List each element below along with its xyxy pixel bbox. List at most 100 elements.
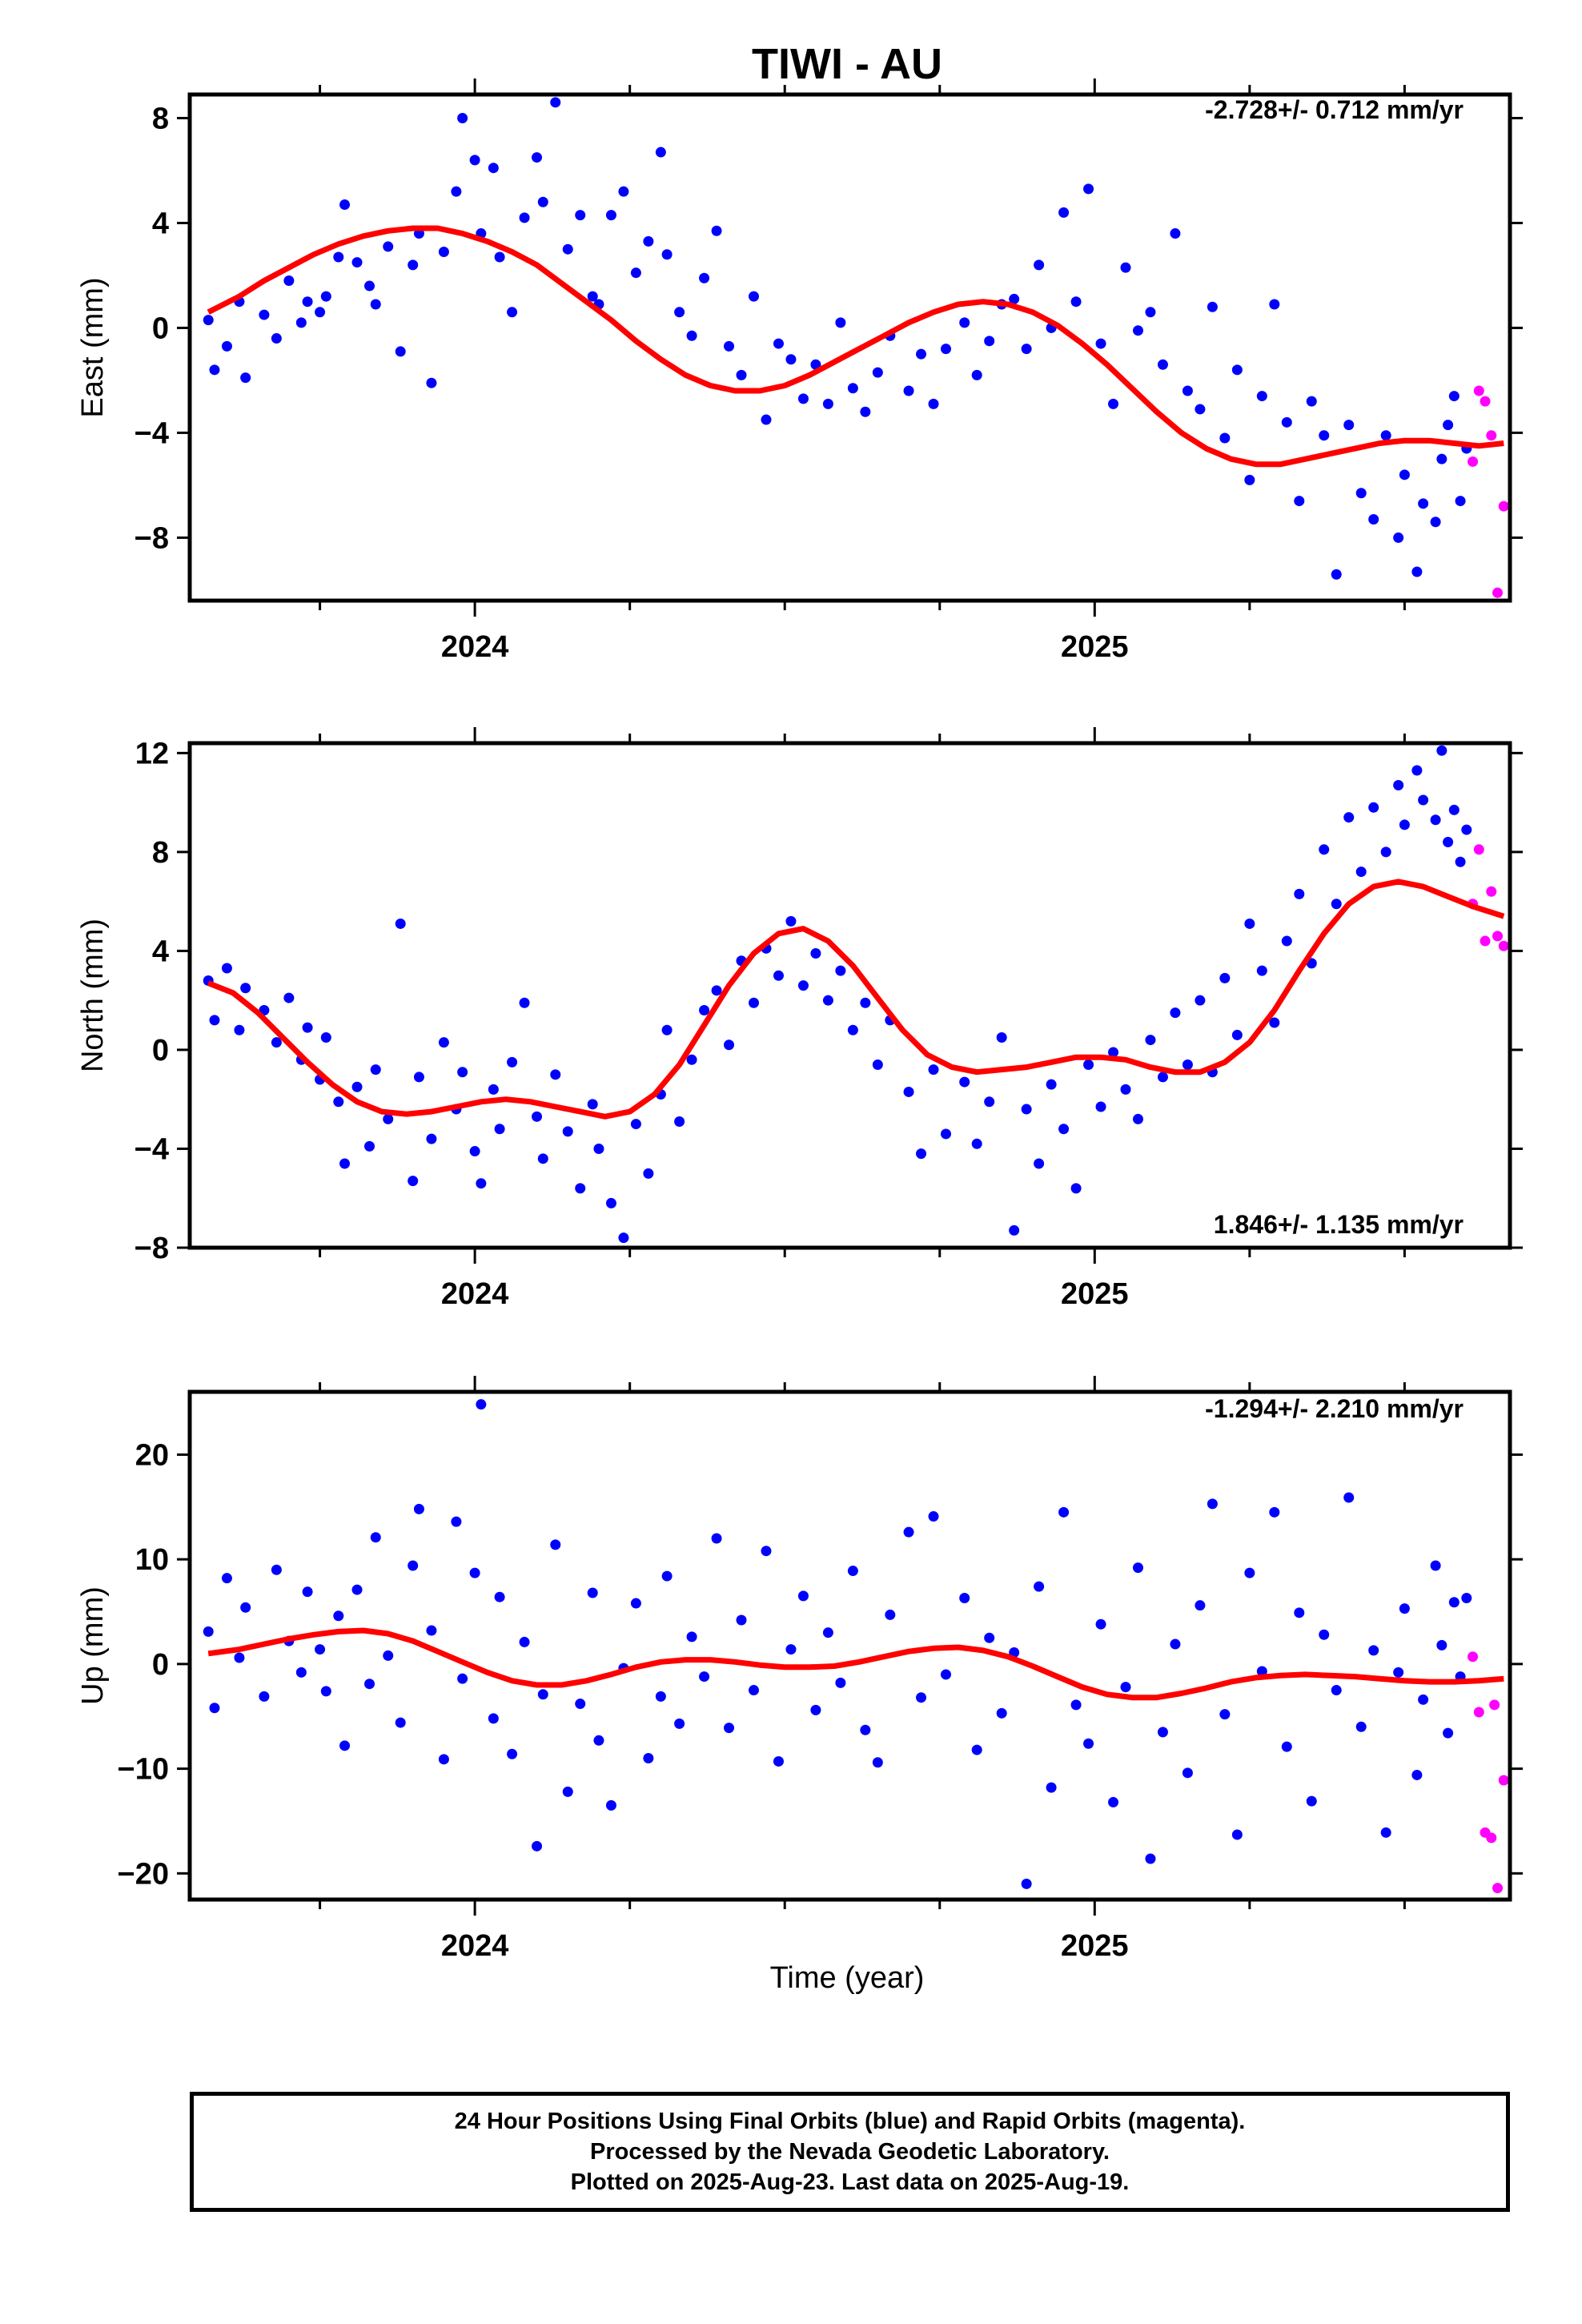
east-rapid-point	[1498, 501, 1509, 512]
east-ytick-label: 4	[152, 207, 169, 240]
north-final-point	[426, 1133, 437, 1144]
east-final-point	[618, 186, 629, 197]
east-final-point	[203, 315, 214, 326]
north-final-point	[618, 1232, 629, 1244]
north-final-point	[1157, 1072, 1168, 1083]
up-final-point	[822, 1627, 833, 1638]
north-final-point	[1170, 1007, 1181, 1019]
north-final-point	[271, 1037, 282, 1048]
up-final-point	[959, 1593, 970, 1604]
up-y-axis-label: Up (mm)	[76, 1586, 110, 1705]
up-final-point	[383, 1650, 394, 1661]
up-final-point	[1355, 1721, 1367, 1732]
north-final-point	[1021, 1104, 1032, 1115]
north-final-point	[537, 1153, 548, 1164]
east-final-point	[1455, 496, 1466, 507]
north-final-point	[469, 1146, 480, 1157]
up-final-point	[1331, 1685, 1342, 1696]
north-final-point	[494, 1124, 505, 1135]
east-final-point	[785, 354, 797, 365]
north-final-point	[959, 1076, 970, 1088]
north-final-point	[1411, 765, 1423, 776]
east-final-point	[686, 330, 697, 341]
north-final-point	[1436, 745, 1447, 756]
east-final-point	[575, 210, 586, 221]
east-final-point	[797, 393, 809, 404]
up-final-point	[711, 1533, 722, 1544]
east-final-point	[271, 333, 282, 344]
up-final-point	[1132, 1562, 1143, 1574]
north-final-point	[928, 1064, 939, 1076]
up-final-point	[1145, 1853, 1156, 1864]
east-final-point	[959, 317, 970, 328]
north-ytick-label: 4	[152, 935, 169, 968]
up-final-point	[315, 1644, 326, 1655]
north-final-point	[699, 1005, 710, 1016]
east-final-point	[283, 275, 295, 286]
north-final-point	[320, 1032, 331, 1043]
east-final-point	[1083, 183, 1094, 195]
up-ytick-label: 10	[135, 1543, 169, 1577]
north-final-point	[1095, 1101, 1106, 1112]
up-final-point	[1120, 1682, 1131, 1693]
up-final-point	[1443, 1727, 1454, 1739]
east-final-point	[507, 307, 518, 318]
up-xtick-label: 2025	[1061, 1929, 1129, 1963]
east-final-point	[587, 291, 598, 302]
east-final-point	[1430, 517, 1441, 528]
x-axis-label: Time (year)	[770, 1961, 925, 1995]
up-final-point	[302, 1586, 313, 1598]
north-final-point	[370, 1064, 381, 1076]
east-final-point	[1331, 569, 1342, 580]
north-final-point	[1108, 1047, 1119, 1058]
north-final-point	[333, 1096, 344, 1108]
up-final-point	[587, 1587, 598, 1598]
north-final-point	[1281, 935, 1292, 947]
footer-box: 24 Hour Positions Using Final Orbits (bl…	[190, 2092, 1510, 2212]
up-ytick-label: 0	[152, 1648, 169, 1682]
north-final-point	[532, 1111, 543, 1122]
east-final-point	[1182, 385, 1193, 396]
east-final-point	[383, 241, 394, 252]
north-final-point	[562, 1126, 573, 1137]
north-final-point	[364, 1140, 375, 1152]
east-panel: 2024 2025 −8 −4 0 4 8 East (mm) -2.728+/- 0.712 …	[76, 78, 1523, 664]
up-final-point	[605, 1799, 616, 1811]
east-final-point	[984, 336, 995, 347]
up-final-point	[1448, 1597, 1460, 1608]
north-final-point	[711, 985, 722, 996]
east-final-point	[1399, 469, 1410, 480]
east-final-point	[1195, 404, 1206, 415]
east-final-point	[488, 163, 499, 174]
up-final-point	[1095, 1618, 1106, 1630]
north-final-point	[1269, 1017, 1280, 1028]
east-final-point	[364, 280, 375, 292]
east-final-point	[519, 212, 530, 223]
north-rapid-point	[1486, 886, 1497, 897]
north-rapid-point	[1492, 931, 1504, 942]
north-final-point	[1195, 995, 1206, 1006]
north-final-point	[1393, 780, 1404, 790]
up-final-point	[903, 1526, 914, 1538]
east-final-point	[469, 155, 480, 166]
footer-line-1: 24 Hour Positions Using Final Orbits (bl…	[454, 2109, 1246, 2134]
north-final-point	[476, 1178, 487, 1189]
up-final-point	[203, 1626, 214, 1637]
up-final-point	[1418, 1694, 1429, 1705]
north-final-point	[996, 1032, 1007, 1043]
up-xtick-label: 2024	[441, 1929, 509, 1963]
north-final-point	[209, 1015, 220, 1026]
north-final-point	[1145, 1035, 1156, 1046]
up-ytick-label: 20	[135, 1438, 169, 1472]
up-final-point	[1368, 1645, 1379, 1656]
north-final-point	[339, 1158, 351, 1169]
north-final-point	[1355, 866, 1367, 878]
up-fit-line	[207, 1627, 1504, 1701]
up-final-point	[408, 1560, 419, 1571]
up-final-point	[320, 1686, 331, 1697]
east-final-point	[240, 372, 251, 384]
north-final-point	[872, 1059, 883, 1070]
east-ytick-label: −4	[135, 416, 169, 450]
north-final-point	[240, 983, 251, 994]
east-final-point	[1343, 420, 1355, 431]
